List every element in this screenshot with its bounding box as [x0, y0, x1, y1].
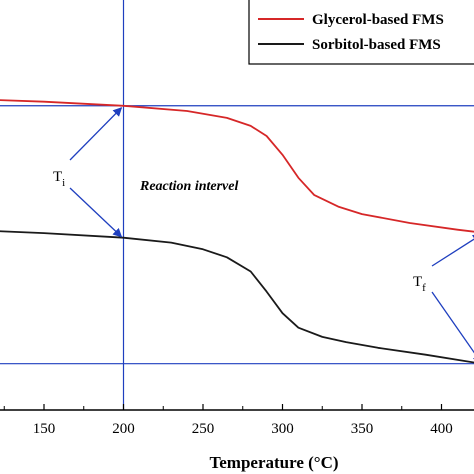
reference-lines — [0, 0, 474, 410]
ti-arrow-upper — [69, 107, 123, 161]
tf-arrow-lower — [431, 291, 474, 364]
x-tick-label-300: 300 — [271, 421, 294, 437]
x-ticks: 150 200 250 300 350 400 — [3, 404, 453, 437]
x-tick-label-350: 350 — [351, 421, 374, 437]
x-tick-label-250: 250 — [192, 421, 215, 437]
x-tick-label-200: 200 — [112, 421, 135, 437]
x-tick-label-400: 400 — [430, 421, 453, 437]
legend-label-sorbitol: Sorbitol-based FMS — [312, 37, 441, 53]
legend: Glycerol-based FMS Sorbitol-based FMS — [248, 0, 474, 65]
legend-label-glycerol: Glycerol-based FMS — [312, 12, 444, 28]
reaction-interval-label: Reaction intervel — [139, 179, 238, 194]
tf-arrow-upper — [431, 234, 474, 267]
x-axis-title: Temperature (°C) — [209, 453, 338, 472]
ti-label: Ti — [53, 169, 65, 189]
x-tick-label-150: 150 — [33, 421, 56, 437]
ti-arrow-lower — [69, 187, 123, 238]
series-line-1 — [0, 230, 474, 364]
series-line-0 — [0, 99, 474, 233]
annotation-arrows — [69, 107, 474, 364]
legend-box — [248, 0, 474, 65]
series-group — [0, 99, 474, 364]
tf-label: Tf — [413, 274, 426, 294]
